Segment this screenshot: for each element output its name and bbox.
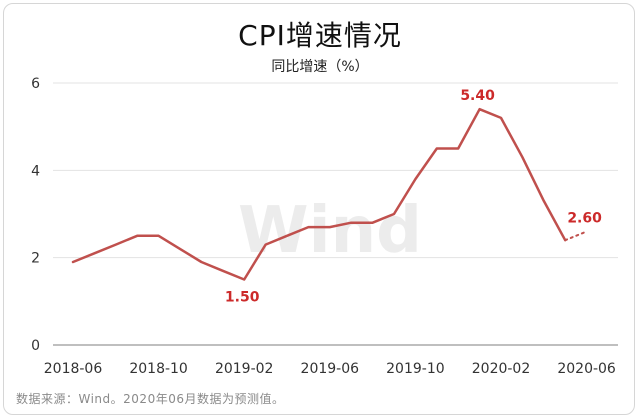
chart-subtitle: 同比增速（%） [271, 59, 369, 75]
x-tick-label: 2019-10 [386, 361, 445, 377]
x-tick-label: 2019-06 [301, 361, 360, 377]
chart-frame [3, 3, 635, 415]
y-tick-label: 6 [31, 76, 40, 92]
chart-title: CPI增速情况 [238, 19, 402, 52]
y-tick-label: 0 [31, 338, 40, 354]
watermark-text: Wind [238, 194, 422, 268]
x-tick-label: 2020-02 [472, 361, 531, 377]
x-tick-label: 2019-02 [215, 361, 274, 377]
y-tick-label: 4 [31, 163, 40, 179]
x-tick-label: 2018-06 [44, 361, 103, 377]
x-tick-label: 2018-10 [129, 361, 188, 377]
data-label: 2.60 [567, 210, 602, 226]
x-tick-label: 2020-06 [557, 361, 616, 377]
source-note: 数据来源：Wind。2020年06月数据为预测值。 [16, 392, 285, 406]
cpi-series-line [71, 107, 567, 281]
data-label: 1.50 [225, 290, 260, 306]
y-tick-label: 2 [31, 251, 40, 267]
forecast-series-line [564, 230, 588, 242]
data-label: 5.40 [460, 88, 495, 104]
